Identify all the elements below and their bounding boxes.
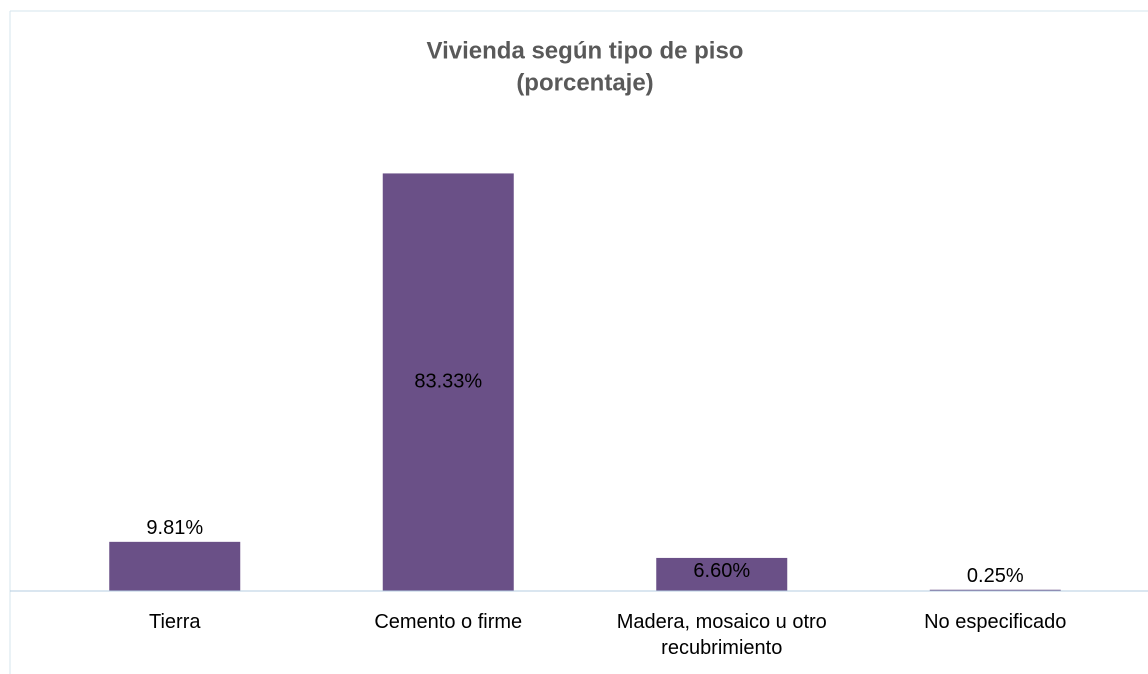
x-tick-label: Madera, mosaico u otro recubrimiento [616, 611, 827, 659]
x-tick-label: No especificado [924, 611, 1067, 633]
chart-subtitle: (porcentaje) [516, 69, 653, 96]
data-label: 83.33% [414, 370, 482, 392]
data-label: 9.81% [146, 517, 203, 539]
data-label: 0.25% [967, 565, 1024, 587]
data-label: 6.60% [693, 560, 750, 582]
bar [656, 557, 788, 591]
bar [929, 589, 1061, 591]
chart-title: Vivienda según tipo de piso [427, 37, 744, 64]
x-tick-label: Cemento o firme [374, 611, 523, 633]
bar [382, 173, 514, 591]
bar [109, 541, 241, 591]
x-tick-label: Tierra [149, 611, 201, 633]
